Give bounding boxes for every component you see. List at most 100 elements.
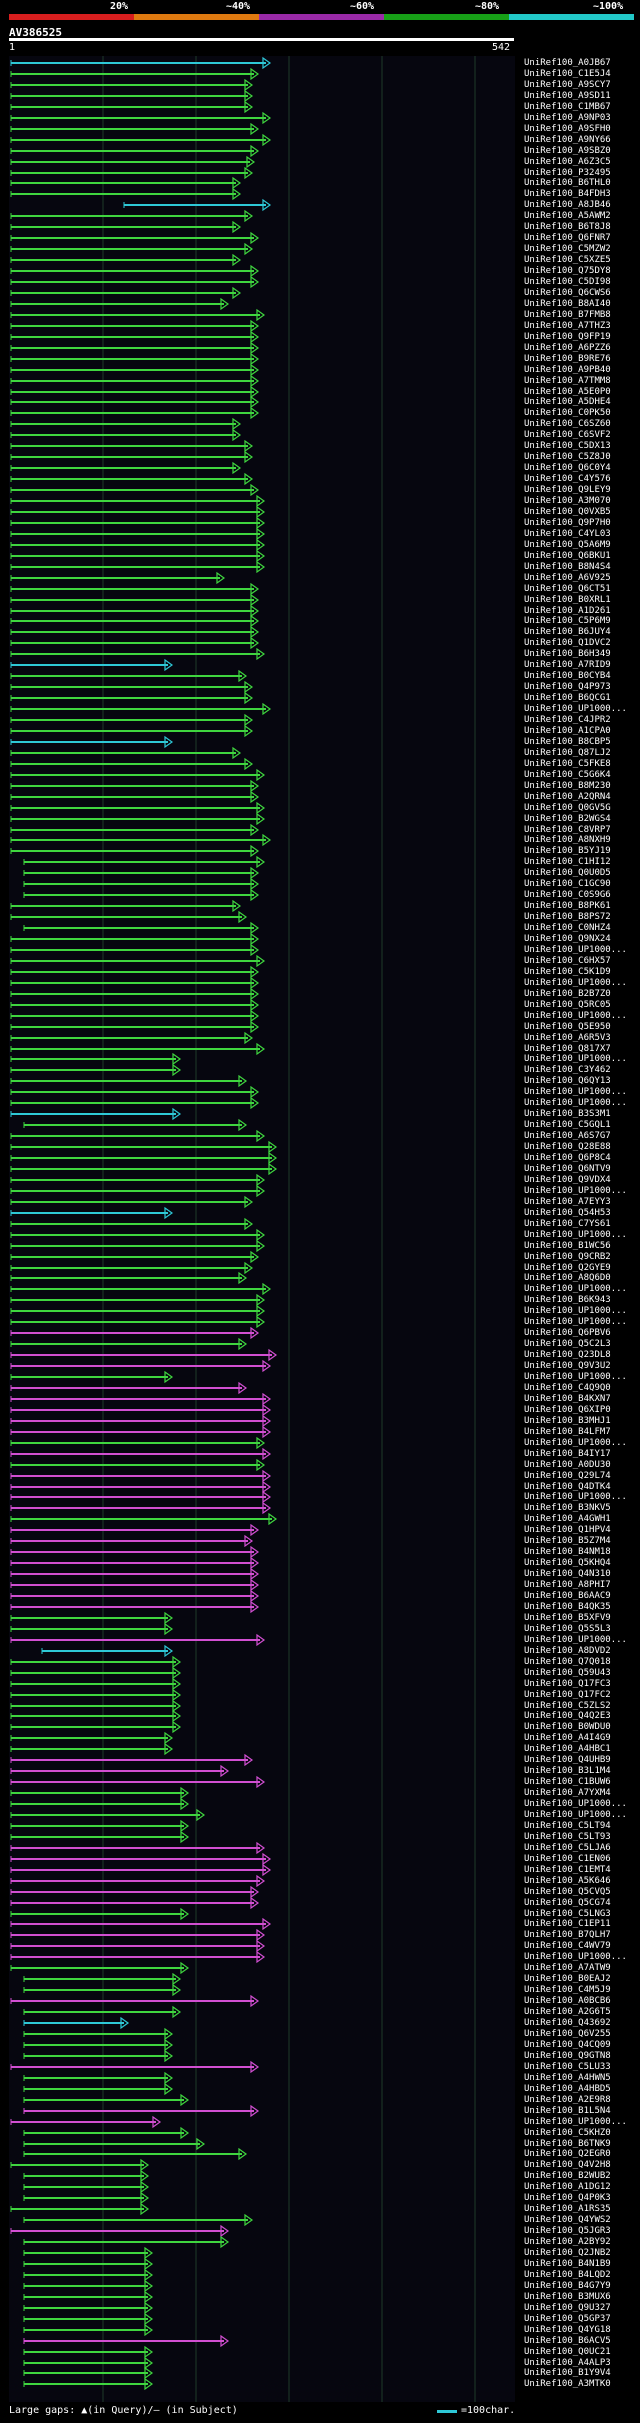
hit-label[interactable]: UniRef100_C5Z8J0 [524,452,611,462]
hit-row[interactable] [10,1370,174,1384]
hit-label[interactable]: UniRef100_UP1000... [524,1230,627,1240]
hit-row[interactable] [10,1874,266,1888]
hit-label[interactable]: UniRef100_C8VRP7 [524,825,611,835]
hit-row[interactable] [10,2202,150,2216]
hit-label[interactable]: UniRef100_A7RID9 [524,660,611,670]
hit-label[interactable]: UniRef100_B7FMB8 [524,310,611,320]
hit-row[interactable] [10,461,242,475]
hit-row[interactable] [10,790,260,804]
hit-row[interactable] [10,2060,260,2074]
hit-label[interactable]: UniRef100_A4HBD5 [524,2084,611,2094]
hit-label[interactable]: UniRef100_UP1000... [524,1952,627,1962]
hit-label[interactable]: UniRef100_C5LNG3 [524,1909,611,1919]
hit-label[interactable]: UniRef100_C5K1D9 [524,967,611,977]
hit-label[interactable]: UniRef100_UP1000... [524,1438,627,1448]
hit-label[interactable]: UniRef100_UP1000... [524,978,627,988]
hit-label[interactable]: UniRef100_B4IY17 [524,1449,611,1459]
hit-label[interactable]: UniRef100_B8PS72 [524,912,611,922]
hit-label[interactable]: UniRef100_A9NY66 [524,135,611,145]
hit-label[interactable]: UniRef100_C5LT94 [524,1821,611,1831]
hit-row[interactable] [10,1304,266,1318]
hit-label[interactable]: UniRef100_C1GC90 [524,879,611,889]
hit-row[interactable] [10,1282,272,1296]
hit-label[interactable]: UniRef100_Q5CG74 [524,1898,611,1908]
hit-row[interactable] [10,1195,254,1209]
hit-label[interactable]: UniRef100_B8N4S4 [524,562,611,572]
hit-label[interactable]: UniRef100_B1L5N4 [524,2106,611,2116]
hit-label[interactable]: UniRef100_Q0VXB5 [524,507,611,517]
hit-row[interactable] [10,527,266,541]
hit-label[interactable]: UniRef100_UP1000... [524,1635,627,1645]
hit-row[interactable] [10,472,254,486]
hit-label[interactable]: UniRef100_Q2JNB2 [524,2248,611,2258]
hit-row[interactable] [10,450,254,464]
hit-row[interactable] [23,2366,154,2380]
hit-label[interactable]: UniRef100_C5MZW2 [524,244,611,254]
hit-row[interactable] [23,2235,230,2249]
hit-label[interactable]: UniRef100_C6HX57 [524,956,611,966]
hit-row[interactable] [10,833,272,847]
hit-label[interactable]: UniRef100_A0DU30 [524,1460,611,1470]
hit-row[interactable] [10,1589,260,1603]
hit-row[interactable] [10,823,260,837]
hit-label[interactable]: UniRef100_A4HWN5 [524,2073,611,2083]
hit-label[interactable]: UniRef100_B6K943 [524,1295,611,1305]
hit-label[interactable]: UniRef100_Q6V255 [524,2029,611,2039]
hit-label[interactable]: UniRef100_A8JB46 [524,200,611,210]
hit-row[interactable] [10,1293,266,1307]
hit-label[interactable]: UniRef100_B6TNK9 [524,2139,611,2149]
hit-label[interactable]: UniRef100_B2WGS4 [524,814,611,824]
hit-label[interactable]: UniRef100_B4N1B9 [524,2259,611,2269]
hit-label[interactable]: UniRef100_Q23DL8 [524,1350,611,1360]
hit-label[interactable]: UniRef100_Q5E950 [524,1022,611,1032]
hit-row[interactable] [10,1808,206,1822]
hit-label[interactable]: UniRef100_UP1000... [524,1799,627,1809]
hit-label[interactable]: UniRef100_Q0GV5G [524,803,611,813]
hit-row[interactable] [10,363,260,377]
hit-row[interactable] [10,187,242,201]
hit-label[interactable]: UniRef100_B0XRL1 [524,595,611,605]
hit-label[interactable]: UniRef100_A4GWH1 [524,1514,611,1524]
hit-label[interactable]: UniRef100_A1D261 [524,606,611,616]
hit-row[interactable] [10,89,254,103]
hit-row[interactable] [10,1447,272,1461]
hit-row[interactable] [10,1052,182,1066]
hit-label[interactable]: UniRef100_Q5JGR3 [524,2226,611,2236]
hit-label[interactable]: UniRef100_Q6XIP0 [524,1405,611,1415]
hit-row[interactable] [10,625,260,639]
hit-label[interactable]: UniRef100_Q1DVC2 [524,638,611,648]
hit-label[interactable]: UniRef100_C5LT93 [524,1832,611,1842]
hit-label[interactable]: UniRef100_B4G7Y9 [524,2281,611,2291]
hit-label[interactable]: UniRef100_A2G6T5 [524,2007,611,2017]
hit-row[interactable] [23,2191,150,2205]
hit-label[interactable]: UniRef100_Q17FC2 [524,1690,611,1700]
hit-label[interactable]: UniRef100_B5Z7M4 [524,1536,611,1546]
hit-row[interactable] [10,374,260,388]
hit-label[interactable]: UniRef100_Q5KHQ4 [524,1558,611,1568]
hit-label[interactable]: UniRef100_A5E0P0 [524,387,611,397]
hit-row[interactable] [10,1534,254,1548]
hit-label[interactable]: UniRef100_Q4DTK4 [524,1482,611,1492]
hit-label[interactable]: UniRef100_Q9VDX4 [524,1175,611,1185]
hit-row[interactable] [10,768,266,782]
hit-label[interactable]: UniRef100_C5LU33 [524,2062,611,2072]
hit-row[interactable] [23,2071,174,2085]
hit-label[interactable]: UniRef100_Q4N310 [524,1569,611,1579]
hit-row[interactable] [10,2224,230,2238]
hit-row[interactable] [23,2213,254,2227]
hit-label[interactable]: UniRef100_C5DX13 [524,441,611,451]
hit-row[interactable] [10,560,266,574]
hit-label[interactable]: UniRef100_A5DHE4 [524,397,611,407]
hit-row[interactable] [23,2312,154,2326]
hit-label[interactable]: UniRef100_A4ALP3 [524,2358,611,2368]
hit-row[interactable] [10,812,266,826]
hit-row[interactable] [10,297,230,311]
hit-row[interactable] [10,1600,260,1614]
hit-row[interactable] [10,1688,182,1702]
hit-label[interactable]: UniRef100_Q2EGR0 [524,2149,611,2159]
hit-label[interactable]: UniRef100_Q6P8C4 [524,1153,611,1163]
hit-label[interactable]: UniRef100_Q4P973 [524,682,611,692]
hit-row[interactable] [10,2158,150,2172]
hit-row[interactable] [23,2246,154,2260]
hit-row[interactable] [10,1458,266,1472]
